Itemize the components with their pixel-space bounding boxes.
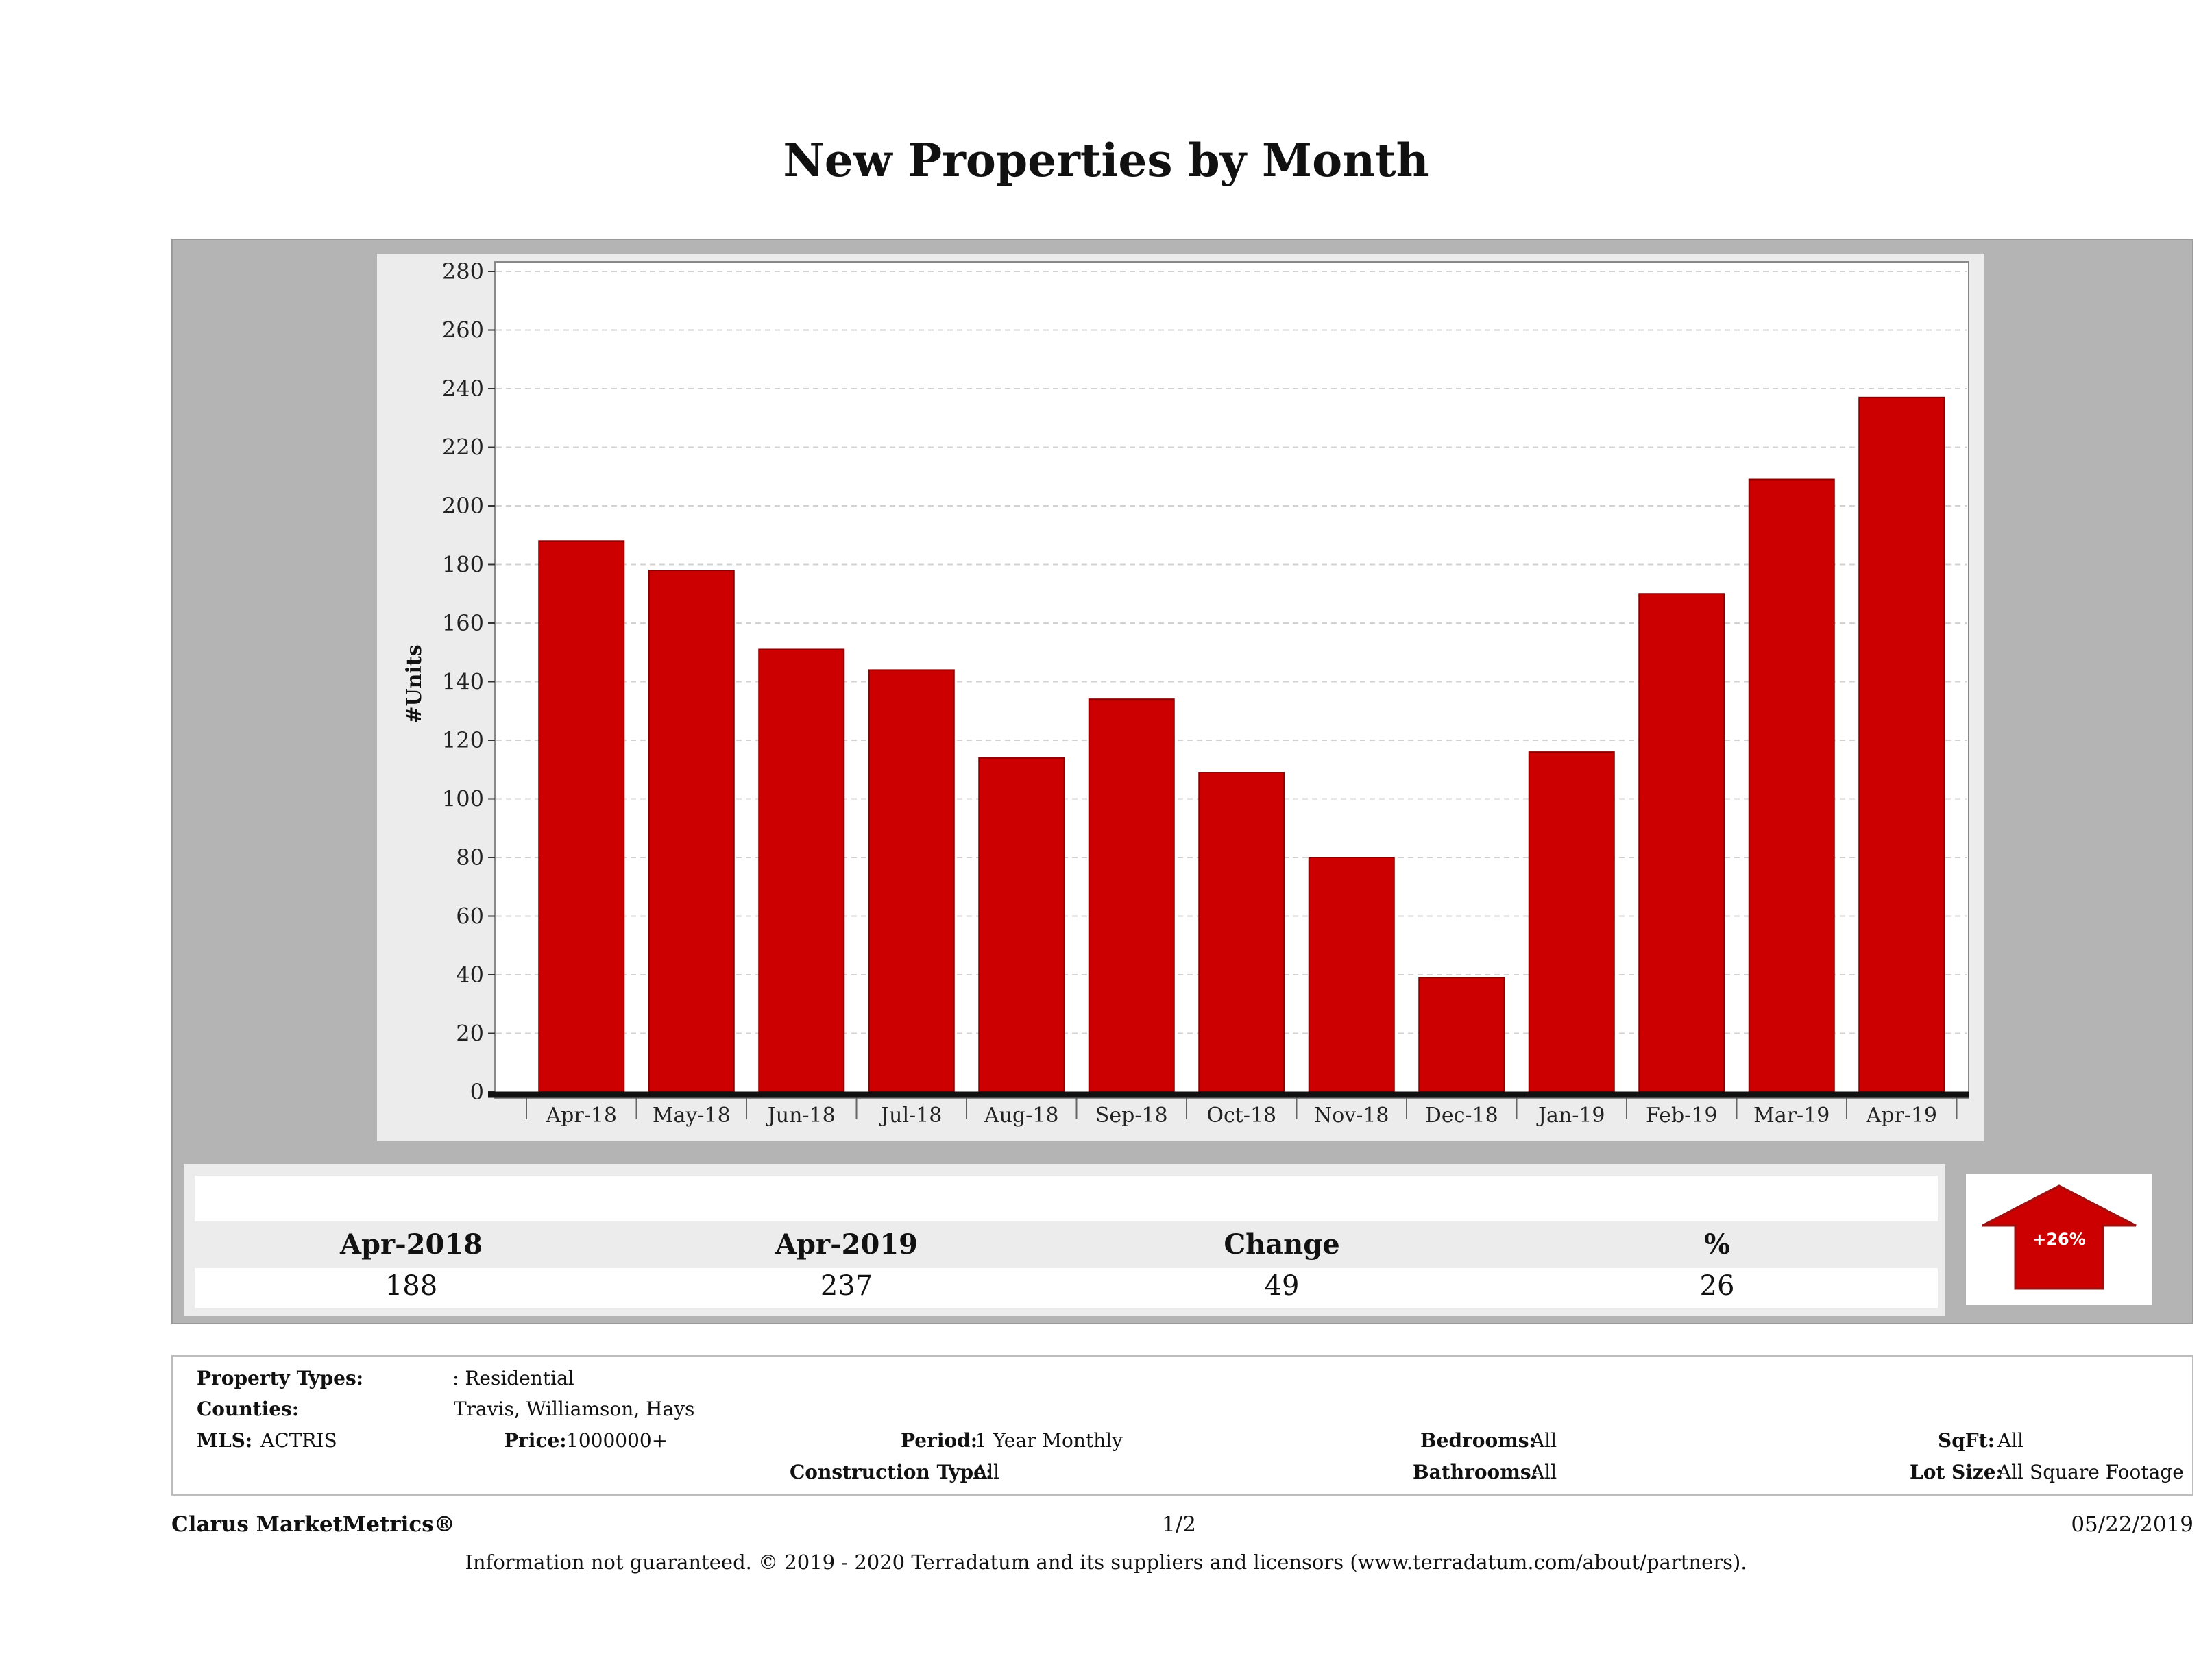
period-label: Period: [901, 1429, 978, 1452]
summary-end-value: 237 [820, 1270, 873, 1302]
lot-size-value: All Square Footage [1997, 1461, 2184, 1483]
summary-start-value: 188 [385, 1270, 438, 1302]
y-tick-label: 60 [456, 903, 484, 929]
chart-container: 0 20 40 60 80 100 120 140 160 180 200 220 240 260 280 … [377, 254, 1984, 1141]
bedrooms-label: Bedrooms: [1420, 1429, 1536, 1452]
y-tick-label: 240 [442, 376, 484, 402]
bar [1198, 772, 1285, 1093]
mls-label: MLS: [197, 1429, 253, 1452]
criteria-panel [171, 1355, 2193, 1496]
y-tick-label: 160 [442, 610, 484, 636]
construction-type-value: All [973, 1461, 1000, 1483]
up-arrow-icon [1982, 1184, 2137, 1290]
x-tick-label: Jul-18 [879, 1104, 942, 1128]
x-tick-label: Sep-18 [1095, 1104, 1168, 1128]
bar [1308, 857, 1395, 1093]
sqft-label: SqFt: [1938, 1429, 1995, 1452]
bar [1858, 396, 1945, 1093]
sqft-value: All [1997, 1429, 2024, 1452]
x-tick-label: Apr-18 [545, 1104, 617, 1128]
page-number: 1/2 [1162, 1512, 1196, 1537]
summary-change-label: Change [1224, 1228, 1340, 1261]
y-tick-label: 280 [442, 258, 484, 284]
brand-name: Clarus MarketMetrics® [171, 1512, 455, 1537]
construction-type-label: Construction Type: [790, 1461, 993, 1483]
x-tick-label: Nov-18 [1314, 1104, 1389, 1128]
bedrooms-value: All [1531, 1429, 1557, 1452]
bathrooms-label: Bathrooms: [1413, 1461, 1538, 1483]
bar [538, 540, 625, 1093]
trend-badge-label: +26% [2032, 1230, 2086, 1249]
x-tick-label: Jun-18 [766, 1104, 836, 1128]
y-tick-label: 40 [456, 962, 484, 988]
y-axis-label: #Units [402, 644, 426, 723]
report-date: 05/22/2019 [2071, 1512, 2193, 1537]
summary-percent-label: % [1703, 1228, 1730, 1261]
price-value: 1000000+ [566, 1429, 668, 1452]
property-types-label: Property Types: [197, 1367, 364, 1389]
counties-label: Counties: [197, 1398, 300, 1420]
counties-value: Travis, Williamson, Hays [454, 1398, 695, 1420]
bar [1638, 593, 1725, 1093]
y-tick-label: 200 [442, 493, 484, 519]
property-types-value: : Residential [452, 1367, 574, 1389]
y-tick-label: 0 [470, 1079, 484, 1105]
page-title: New Properties by Month [783, 134, 1429, 187]
bar [1088, 698, 1175, 1093]
trend-badge: +26% [1966, 1174, 2152, 1305]
y-tick-label: 260 [442, 317, 484, 343]
summary-end-label: Apr-2019 [775, 1228, 918, 1261]
summary-start-label: Apr-2018 [339, 1228, 483, 1261]
x-tick-label: Aug-18 [984, 1104, 1059, 1128]
bar-chart: 020406080100120140160180200220240260280 … [402, 258, 1969, 1128]
x-tick-label: Apr-19 [1865, 1104, 1937, 1128]
bar [1748, 478, 1835, 1093]
x-tick-label: Feb-19 [1646, 1104, 1717, 1128]
y-tick-label: 220 [442, 435, 484, 461]
summary-value-strip [195, 1268, 1938, 1308]
bar [1528, 751, 1615, 1093]
disclaimer: Information not guaranteed. © 2019 - 202… [465, 1551, 1747, 1574]
summary-change-value: 49 [1264, 1270, 1300, 1302]
period-value: 1 Year Monthly [975, 1429, 1123, 1452]
y-tick-label: 20 [456, 1021, 484, 1047]
bar [648, 570, 735, 1093]
mls-value: ACTRIS [260, 1429, 337, 1452]
y-tick-label: 80 [456, 844, 484, 871]
y-tick-label: 100 [442, 786, 484, 812]
bar [868, 669, 955, 1093]
y-tick-label: 120 [442, 727, 484, 753]
x-tick-label: Jan-19 [1536, 1104, 1605, 1128]
y-tick-label: 140 [442, 669, 484, 695]
price-label: Price: [504, 1429, 567, 1452]
lot-size-label: Lot Size: [1910, 1461, 2003, 1483]
x-tick-label: Oct-18 [1206, 1104, 1276, 1128]
bar [758, 648, 845, 1093]
bar [978, 757, 1065, 1093]
y-tick-label: 180 [442, 552, 484, 578]
x-tick-label: Mar-19 [1753, 1104, 1830, 1128]
summary-header-strip [195, 1176, 1938, 1221]
bathrooms-value: All [1531, 1461, 1557, 1483]
x-tick-label: May-18 [653, 1104, 731, 1128]
x-tick-label: Dec-18 [1425, 1104, 1498, 1128]
bar [1418, 977, 1505, 1093]
summary-percent-value: 26 [1699, 1270, 1735, 1302]
